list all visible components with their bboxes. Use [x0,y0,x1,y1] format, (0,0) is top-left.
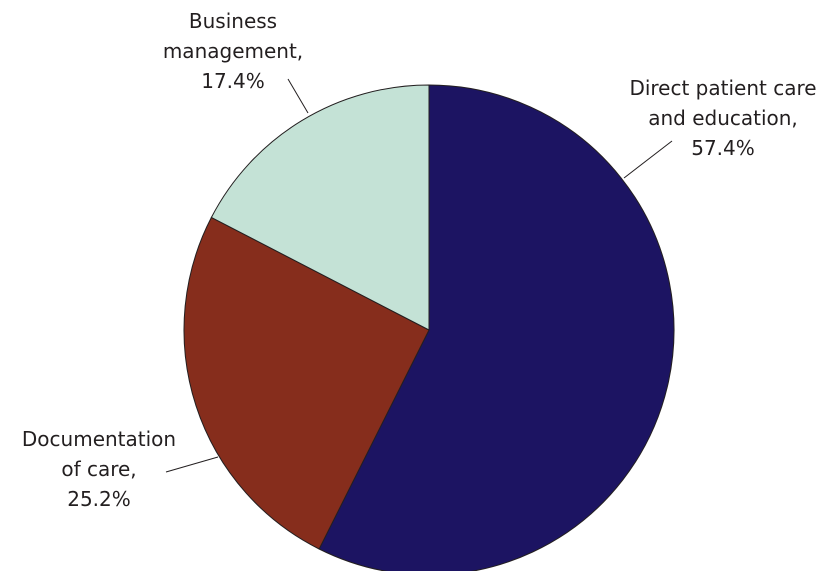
slice-label: Business management, 17.4% [163,9,303,93]
leader-line [165,456,219,473]
slice-label-line: management, [163,39,303,63]
slice-label: Documentation of care, 25.2% [22,427,176,511]
slice-label-line: and education, [648,106,798,130]
slice-label-line: Documentation [22,427,176,451]
slice-label-line: 57.4% [691,136,755,160]
pie-slice-documentation-of-care [183,216,430,550]
leader-lines [165,78,673,473]
pie-slices [183,84,675,571]
slice-label-line: Direct patient care [629,76,816,100]
slice-label-line: of care, [61,457,136,481]
leader-line [287,78,309,114]
slice-label-line: 17.4% [201,69,265,93]
leader-line [623,140,673,179]
pie-slice-direct-patient-care-and-education [318,84,675,571]
slice-label: Direct patient care and education, 57.4% [629,76,816,160]
slice-labels: Direct patient care and education, 57.4% Do… [22,9,817,511]
pie-slice-business-management [210,84,430,331]
slice-label-line: Business [189,9,277,33]
slice-label-line: 25.2% [67,487,131,511]
